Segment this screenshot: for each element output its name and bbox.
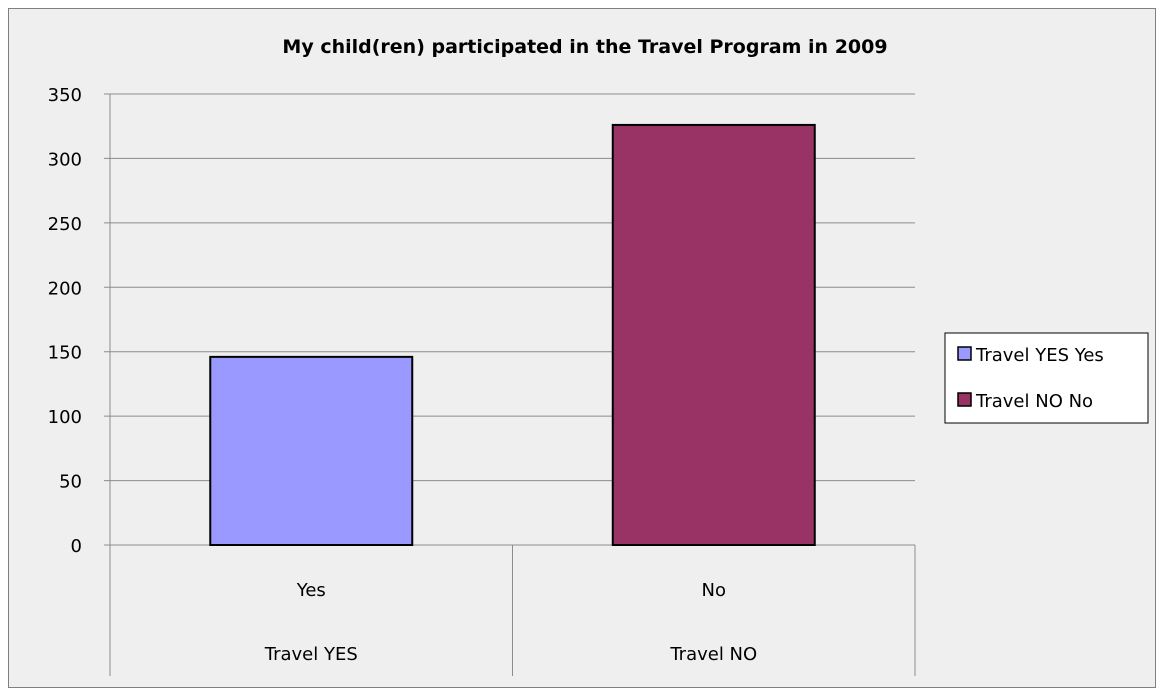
x-group-label: Travel YES — [264, 644, 358, 665]
legend-label: Travel YES Yes — [975, 345, 1104, 366]
legend-label: Travel NO No — [975, 391, 1093, 412]
y-tick-label: 150 — [48, 343, 82, 364]
bar-no — [611, 123, 816, 546]
y-tick-label: 100 — [48, 407, 82, 428]
x-group-label: Travel NO — [669, 644, 757, 665]
y-tick-label: 200 — [48, 278, 82, 299]
legend: Travel YES Yes Travel NO No — [944, 332, 1149, 424]
x-axis: Yes Travel YES No Travel NO — [109, 545, 916, 676]
bar-yes — [209, 355, 414, 546]
y-tick-label: 50 — [59, 472, 82, 493]
legend-swatch — [957, 346, 972, 361]
y-tick-label: 250 — [48, 214, 82, 235]
y-axis: 0 50 100 150 200 250 300 350 — [48, 85, 111, 557]
bars — [209, 123, 816, 546]
legend-box — [944, 332, 1149, 424]
x-tick-label: Yes — [296, 580, 326, 601]
legend-swatch — [957, 392, 972, 407]
y-tick-label: 0 — [71, 536, 82, 557]
chart-title: My child(ren) participated in the Travel… — [282, 36, 887, 58]
y-tick-label: 300 — [48, 149, 82, 170]
x-tick-label: No — [702, 580, 726, 601]
y-tick-label: 350 — [48, 85, 82, 106]
